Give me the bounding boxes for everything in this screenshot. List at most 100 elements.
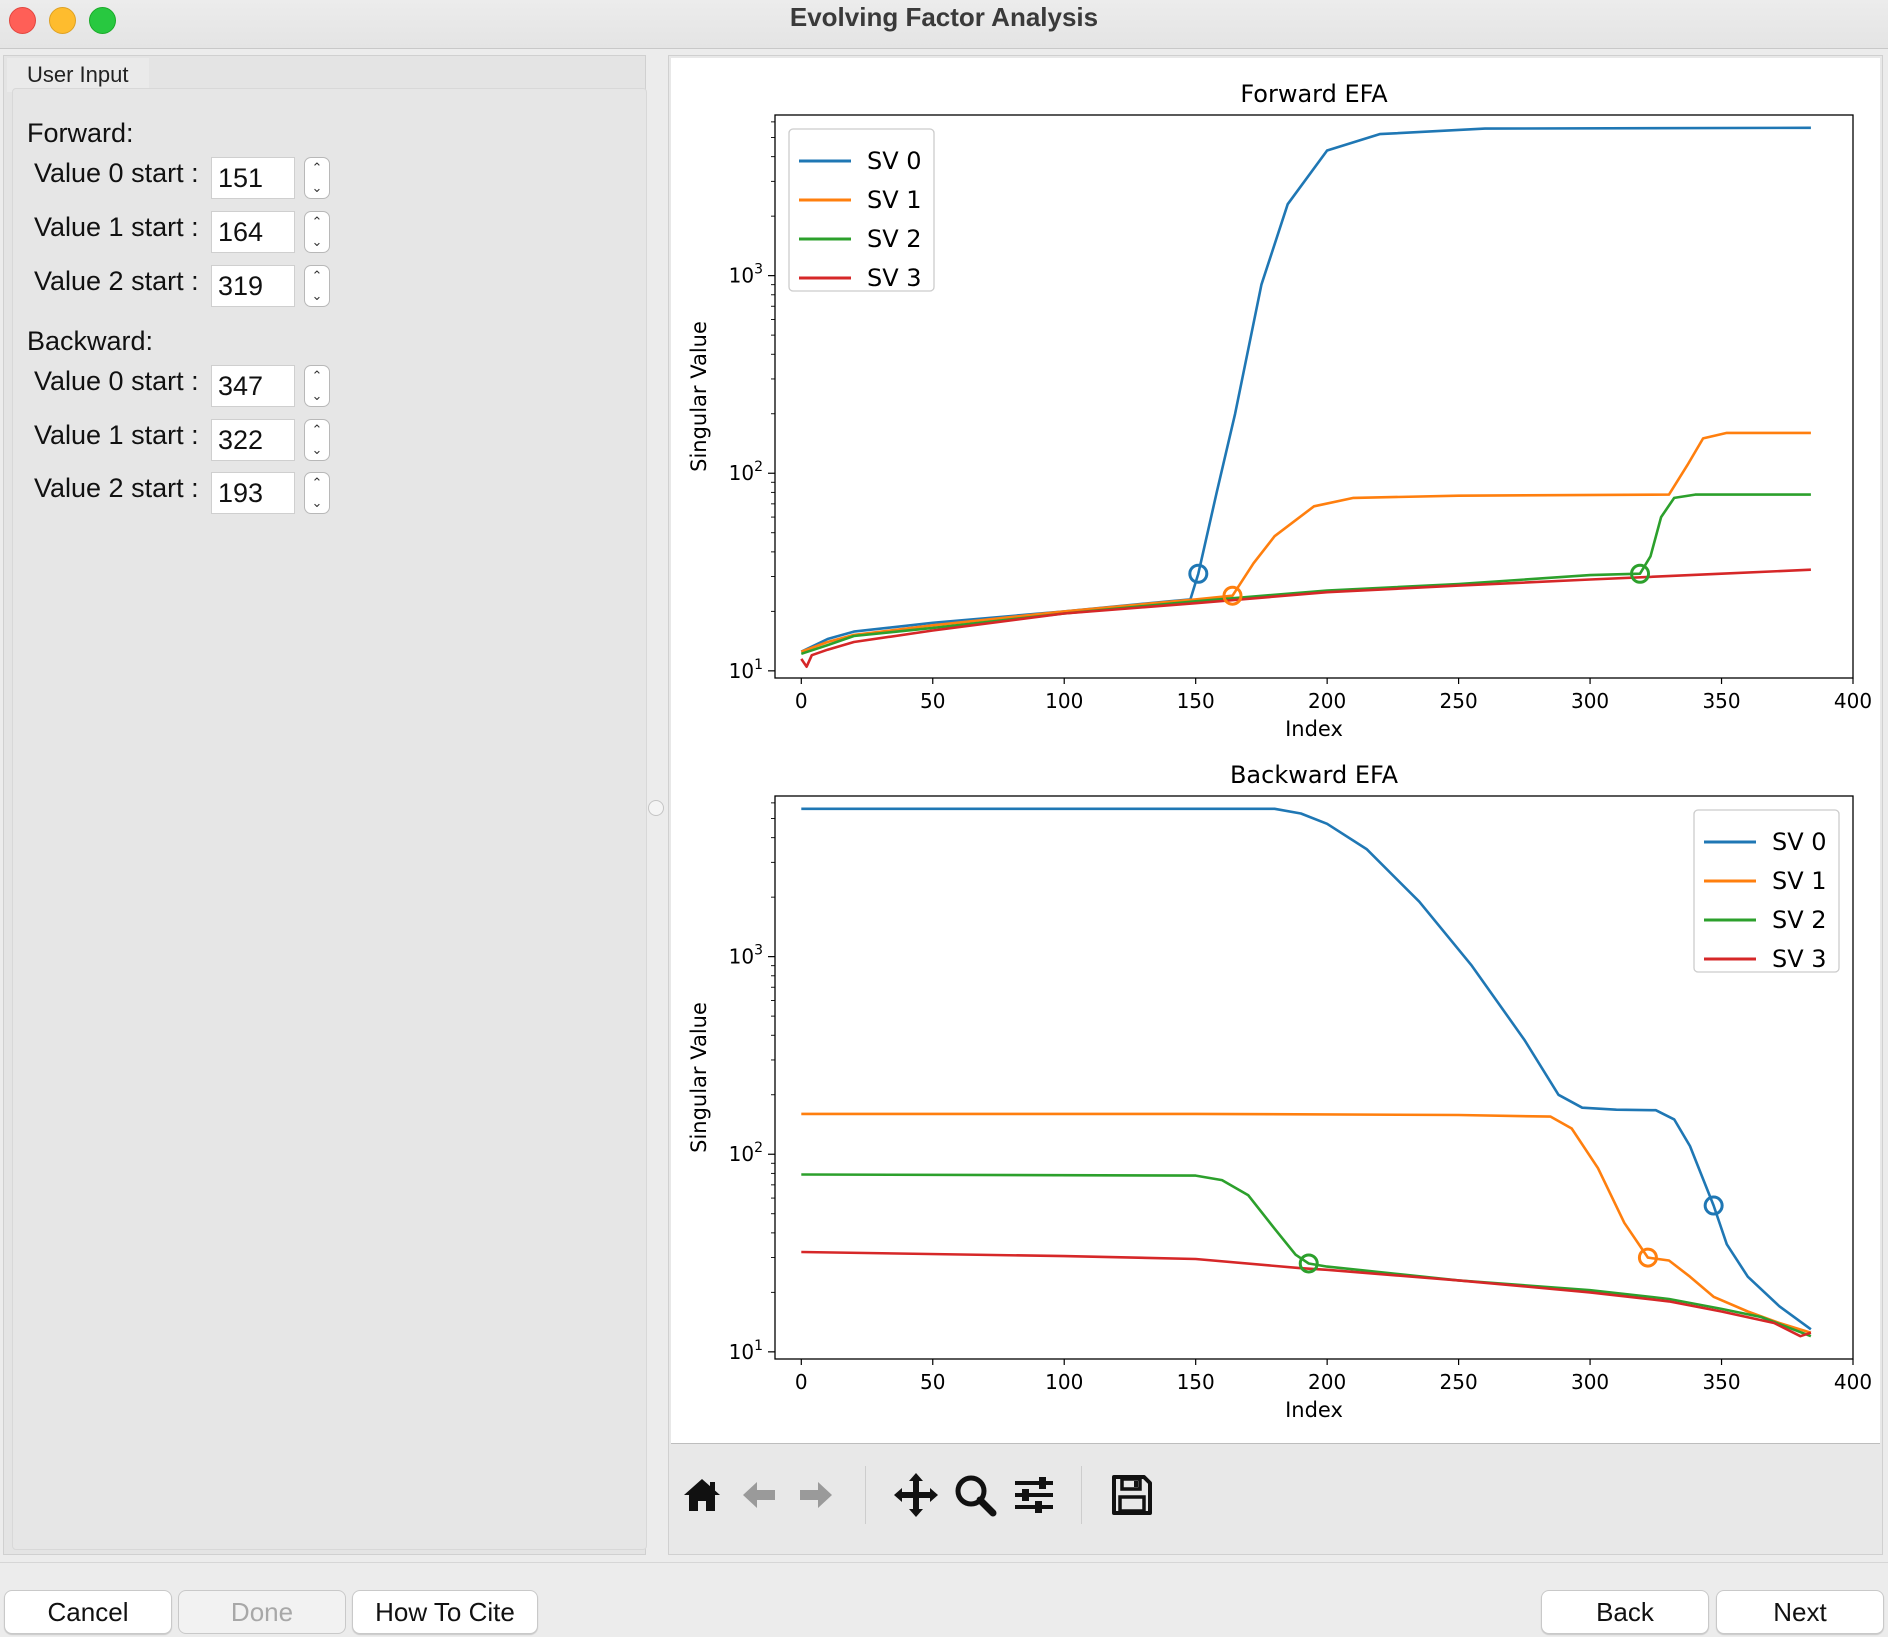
chart-title: Backward EFA	[1230, 761, 1399, 789]
how-to-cite-button[interactable]: How To Cite	[352, 1590, 538, 1634]
y-tick-label: 103	[729, 943, 763, 969]
start-marker	[1222, 585, 1243, 606]
chevron-down-icon[interactable]: ⌄	[311, 180, 323, 195]
backward-value-0-stepper[interactable]: ⌃ ⌄	[304, 365, 330, 407]
y-tick-label: 103	[729, 262, 763, 288]
start-marker	[1188, 563, 1209, 584]
y-axis-label: Singular Value	[687, 321, 711, 472]
legend-box	[788, 128, 935, 292]
x-tick-label: 50	[920, 1370, 945, 1394]
series-line-sv-1	[801, 1112, 1812, 1334]
start-marker	[1630, 563, 1651, 584]
forward-value-0-input[interactable]	[211, 157, 295, 199]
chevron-down-icon[interactable]: ⌄	[311, 442, 323, 457]
chevron-up-icon[interactable]: ⌃	[311, 368, 323, 383]
forward-value-2-stepper[interactable]: ⌃ ⌄	[304, 265, 330, 307]
backward-value-1-input[interactable]	[211, 419, 295, 461]
y-tick-label: 102	[729, 459, 763, 485]
x-tick-label: 150	[1177, 1370, 1215, 1394]
window-title: Evolving Factor Analysis	[789, 2, 1099, 32]
x-tick-label: 250	[1440, 1370, 1478, 1394]
forward-value-0-stepper[interactable]: ⌃ ⌄	[304, 157, 330, 199]
chevron-down-icon[interactable]: ⌄	[311, 288, 323, 303]
legend-label: SV 3	[1772, 945, 1827, 973]
zoom-icon[interactable]	[948, 1468, 1002, 1522]
plot-canvas[interactable]: Forward EFA 0 50 100 150 200 250 300 350 400 Index…	[671, 58, 1880, 1444]
chevron-up-icon[interactable]: ⌃	[311, 268, 323, 283]
x-tick-label: 350	[1702, 689, 1740, 713]
x-tick-label: 300	[1571, 1370, 1609, 1394]
zoom-window-button[interactable]	[89, 7, 116, 34]
plot-toolbar	[669, 1446, 1882, 1554]
save-icon[interactable]	[1105, 1468, 1159, 1522]
user-input-group-title: User Input	[7, 58, 149, 92]
y-tick-label: 101	[729, 657, 763, 683]
start-marker	[1637, 1247, 1658, 1268]
close-window-button[interactable]	[9, 7, 36, 34]
chevron-up-icon[interactable]: ⌃	[311, 475, 323, 490]
legend-label: SV 1	[1772, 867, 1827, 895]
x-tick-label: 200	[1308, 1370, 1346, 1394]
y-tick-label: 102	[729, 1140, 763, 1166]
backward-value-2-stepper[interactable]: ⌃ ⌄	[304, 472, 330, 514]
x-tick-label: 350	[1702, 1370, 1740, 1394]
title-bar: Evolving Factor Analysis	[0, 0, 1888, 49]
chevron-up-icon[interactable]: ⌃	[311, 422, 323, 437]
series-line-sv-0	[800, 126, 1811, 653]
x-tick-label: 200	[1308, 689, 1346, 713]
start-marker	[1298, 1253, 1319, 1274]
splitter-handle[interactable]	[648, 800, 664, 816]
x-tick-label: 100	[1045, 689, 1083, 713]
legend-label: SV 2	[1772, 906, 1827, 934]
backward-value-0-input[interactable]	[211, 365, 295, 407]
forward-section-label: Forward:	[27, 118, 134, 148]
x-tick-label: 100	[1045, 1370, 1083, 1394]
configure-subplots-icon[interactable]	[1007, 1468, 1061, 1522]
backward-value-2-input[interactable]	[211, 472, 295, 514]
series-line-sv-1	[800, 431, 1811, 653]
y-axis-label: Singular Value	[687, 1002, 711, 1153]
chevron-down-icon[interactable]: ⌄	[311, 388, 323, 403]
efa-plots: Forward EFA 0 50 100 150 200 250 300 350 400 Index…	[687, 80, 1872, 1422]
plot-panel: Forward EFA 0 50 100 150 200 250 300 350 400 Index…	[668, 55, 1883, 1555]
chevron-up-icon[interactable]: ⌃	[311, 160, 323, 175]
forward-value-1-stepper[interactable]: ⌃ ⌄	[304, 211, 330, 253]
chart-0: Forward EFA 0 50 100 150 200 250 300 350 400 Index…	[687, 80, 1872, 741]
minimize-window-button[interactable]	[49, 7, 76, 34]
series-line-sv-3	[800, 568, 1811, 668]
chevron-down-icon[interactable]: ⌄	[311, 234, 323, 249]
back-button[interactable]: Back	[1541, 1590, 1709, 1634]
forward-arrow-icon[interactable]	[789, 1468, 843, 1522]
user-input-panel: User Input Forward: Value 0 start : ⌃ ⌄ …	[3, 55, 647, 1555]
backward-value-1-label: Value 1 start :	[34, 420, 199, 450]
legend-label: SV 0	[1772, 828, 1827, 856]
y-tick-label: 101	[729, 1338, 763, 1364]
chart-title: Forward EFA	[1240, 80, 1388, 108]
x-tick-label: 400	[1834, 689, 1872, 713]
x-axis-label: Index	[1285, 1398, 1343, 1422]
x-tick-label: 300	[1571, 689, 1609, 713]
series-line-sv-2	[800, 493, 1811, 656]
toolbar-separator	[1081, 1466, 1082, 1524]
pan-icon[interactable]	[889, 1468, 943, 1522]
chevron-down-icon[interactable]: ⌄	[311, 495, 323, 510]
legend-label: SV 3	[867, 264, 922, 292]
next-button[interactable]: Next	[1716, 1590, 1884, 1634]
plot-frame	[774, 114, 1854, 679]
start-marker	[1703, 1195, 1724, 1216]
done-button[interactable]: Done	[178, 1590, 346, 1634]
home-icon[interactable]	[675, 1468, 729, 1522]
x-tick-label: 150	[1177, 689, 1215, 713]
back-arrow-icon[interactable]	[732, 1468, 786, 1522]
forward-value-2-input[interactable]	[211, 265, 295, 307]
cancel-button[interactable]: Cancel	[4, 1590, 172, 1634]
forward-value-1-input[interactable]	[211, 211, 295, 253]
forward-value-1-label: Value 1 start :	[34, 212, 199, 242]
forward-value-0-label: Value 0 start :	[34, 158, 199, 188]
chevron-up-icon[interactable]: ⌃	[311, 214, 323, 229]
x-tick-label: 250	[1440, 689, 1478, 713]
legend-box	[1693, 809, 1840, 973]
backward-value-0-label: Value 0 start :	[34, 366, 199, 396]
chart-1: Backward EFA 0 50 100 150 200 250 300 350 400 Inde…	[687, 761, 1872, 1422]
backward-value-1-stepper[interactable]: ⌃ ⌄	[304, 419, 330, 461]
